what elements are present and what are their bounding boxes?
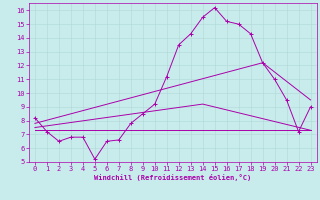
X-axis label: Windchill (Refroidissement éolien,°C): Windchill (Refroidissement éolien,°C) xyxy=(94,174,251,181)
